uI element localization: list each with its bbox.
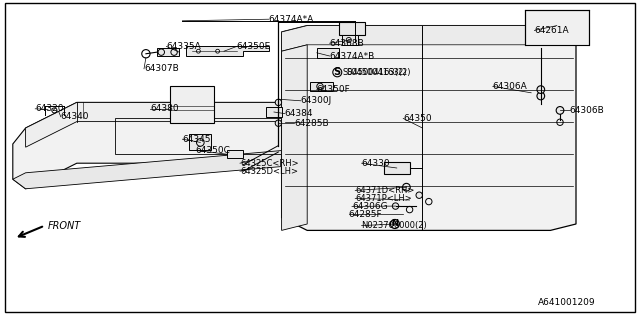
Polygon shape bbox=[525, 10, 589, 45]
Bar bbox=[189, 134, 211, 150]
Text: N: N bbox=[392, 220, 398, 228]
Text: 64350E: 64350E bbox=[237, 42, 271, 51]
Bar bbox=[339, 22, 365, 35]
Text: FRONT: FRONT bbox=[48, 220, 81, 231]
Text: 64350F: 64350F bbox=[317, 85, 351, 94]
Text: 64306A: 64306A bbox=[493, 82, 527, 91]
Polygon shape bbox=[13, 102, 333, 189]
Polygon shape bbox=[310, 82, 333, 91]
Text: 64320: 64320 bbox=[35, 104, 64, 113]
Text: 64330: 64330 bbox=[362, 159, 390, 168]
Polygon shape bbox=[157, 48, 179, 56]
Circle shape bbox=[556, 107, 564, 114]
Bar bbox=[384, 162, 410, 174]
Text: 64350: 64350 bbox=[403, 114, 432, 123]
Text: 64374A*A: 64374A*A bbox=[269, 15, 314, 24]
Circle shape bbox=[196, 49, 200, 53]
Bar bbox=[342, 35, 358, 45]
Text: 64345: 64345 bbox=[182, 135, 211, 144]
Text: S045004163(2): S045004163(2) bbox=[347, 68, 412, 77]
Text: 64335A: 64335A bbox=[166, 42, 201, 51]
Text: 64307B: 64307B bbox=[144, 64, 179, 73]
Bar bbox=[317, 48, 339, 58]
Polygon shape bbox=[282, 26, 576, 230]
Text: 64340: 64340 bbox=[61, 112, 90, 121]
Circle shape bbox=[537, 86, 545, 93]
Text: 64374A*B: 64374A*B bbox=[330, 52, 375, 60]
Text: S045004163(2): S045004163(2) bbox=[342, 68, 407, 76]
Text: 64325C<RH>: 64325C<RH> bbox=[240, 159, 299, 168]
Text: 64306G: 64306G bbox=[352, 202, 388, 211]
Polygon shape bbox=[186, 46, 269, 56]
Text: 64371D<RH>: 64371D<RH> bbox=[355, 186, 415, 195]
Circle shape bbox=[216, 49, 220, 53]
Text: 64285F: 64285F bbox=[349, 210, 383, 219]
Text: A641001209: A641001209 bbox=[538, 298, 595, 307]
Bar bbox=[266, 107, 282, 117]
Text: 64371P<LH>: 64371P<LH> bbox=[355, 194, 412, 203]
Circle shape bbox=[275, 120, 282, 126]
Polygon shape bbox=[26, 102, 333, 147]
Circle shape bbox=[403, 183, 410, 191]
Text: 64306B: 64306B bbox=[570, 106, 604, 115]
Text: 64380: 64380 bbox=[150, 104, 179, 113]
Text: N023706000(2): N023706000(2) bbox=[362, 221, 428, 230]
Text: 64350C: 64350C bbox=[195, 146, 230, 155]
Circle shape bbox=[275, 99, 282, 106]
Text: 64261A: 64261A bbox=[534, 26, 569, 35]
Circle shape bbox=[416, 192, 422, 198]
Text: 64368B: 64368B bbox=[330, 39, 364, 48]
Bar bbox=[227, 150, 243, 158]
Text: 64384: 64384 bbox=[285, 109, 314, 118]
Circle shape bbox=[392, 203, 399, 209]
Polygon shape bbox=[282, 45, 307, 230]
Polygon shape bbox=[13, 147, 333, 189]
Circle shape bbox=[275, 109, 282, 115]
Text: 64325D<LH>: 64325D<LH> bbox=[240, 167, 298, 176]
Text: 64285B: 64285B bbox=[294, 119, 329, 128]
Text: 64300J: 64300J bbox=[301, 96, 332, 105]
Circle shape bbox=[537, 92, 545, 100]
Polygon shape bbox=[282, 26, 576, 51]
Text: S: S bbox=[333, 67, 341, 77]
Bar bbox=[170, 86, 214, 123]
